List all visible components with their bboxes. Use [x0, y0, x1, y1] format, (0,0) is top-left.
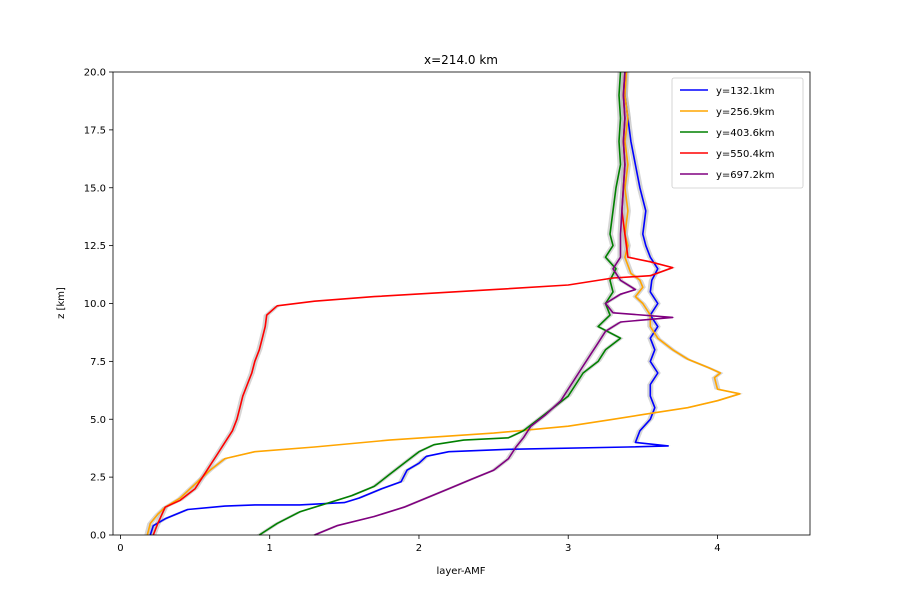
legend-label: y=697.2km — [716, 170, 774, 181]
y-axis-label: z [km] — [56, 287, 67, 319]
uncertainty-bands — [144, 72, 743, 535]
x-tick-label: 3 — [565, 543, 571, 554]
x-axis: 0 1 2 3 4 — [117, 535, 721, 554]
uncertainty-band — [147, 72, 672, 535]
legend-label: y=256.9km — [716, 107, 774, 118]
legend-label: y=550.4km — [716, 149, 774, 160]
y-tick-label: 2.5 — [90, 473, 106, 484]
y-tick-label: 10.0 — [84, 299, 106, 310]
y-tick-label: 12.5 — [84, 241, 106, 252]
x-axis-label: layer-AMF — [436, 566, 485, 577]
series-line — [314, 71, 674, 536]
x-tick-label: 2 — [416, 543, 422, 554]
legend-items: y=132.1km y=256.9km y=403.6km y=550.4km y=69… — [680, 86, 774, 181]
y-tick-label: 0.0 — [90, 531, 106, 542]
y-tick-label: 20.0 — [84, 68, 106, 79]
legend-label: y=403.6km — [716, 128, 774, 139]
chart-title: x=214.0 km — [424, 53, 498, 67]
legend-box — [671, 77, 804, 189]
series-line — [146, 71, 741, 536]
y-tick-label: 7.5 — [90, 357, 106, 368]
legend: y=132.1km y=256.9km y=403.6km y=550.4km y=69… — [671, 77, 804, 189]
x-tick-label: 1 — [267, 543, 273, 554]
legend-label: y=132.1km — [716, 86, 774, 97]
y-tick-label: 15.0 — [84, 183, 106, 194]
uncertainty-band — [311, 72, 676, 535]
series-line — [258, 71, 622, 536]
uncertainty-band — [256, 72, 624, 535]
y-tick-label: 17.5 — [84, 125, 106, 136]
series-line — [149, 72, 670, 536]
y-tick-label: 5.0 — [90, 415, 106, 426]
series-lines — [146, 71, 741, 536]
y-axis: 0.0 2.5 5.0 7.5 10.0 12.5 15.0 17.5 20.0 — [84, 68, 113, 542]
x-tick-label: 0 — [117, 543, 123, 554]
uncertainty-band — [144, 72, 743, 535]
x-tick-label: 4 — [714, 543, 720, 554]
